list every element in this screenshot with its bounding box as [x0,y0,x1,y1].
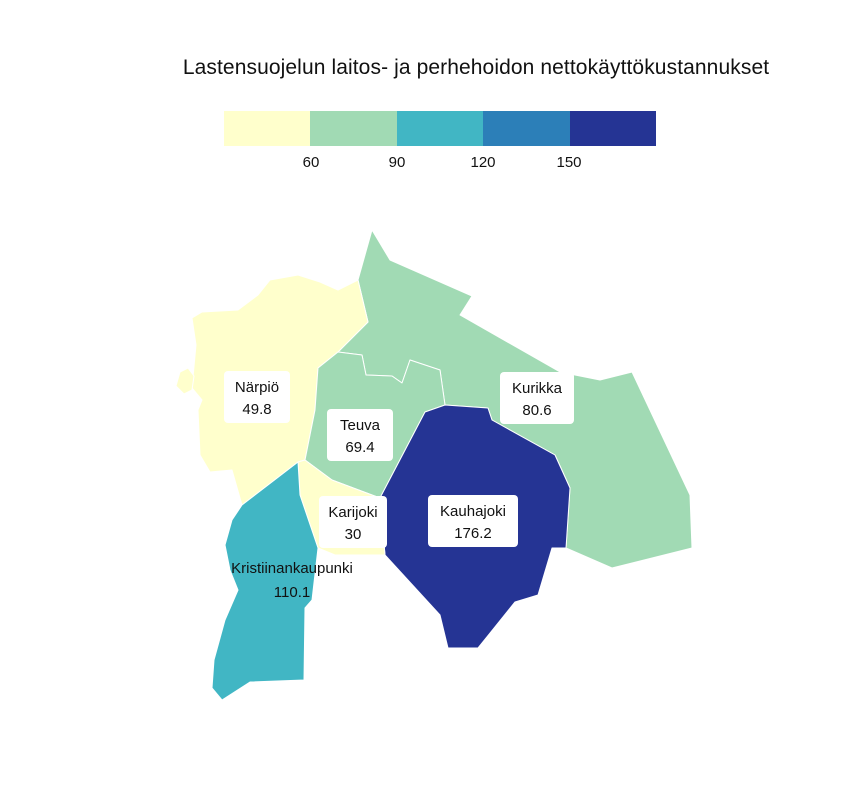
legend-swatch-2 [310,111,397,146]
label-narpio-value: 49.8 [242,401,271,418]
legend-tick-60: 60 [302,154,320,171]
label-kauhajoki-name: Kauhajoki [440,503,506,520]
label-teuva-value: 69.4 [345,439,374,456]
label-teuva: Teuva 69.4 [327,409,393,461]
region-narpio-island[interactable] [175,367,195,395]
label-kurikka-value: 80.6 [522,402,551,419]
region-kristiinankaupunki[interactable] [211,461,319,701]
legend-swatch-5 [569,111,657,146]
label-kauhajoki-value: 176.2 [454,525,492,542]
color-legend [224,111,657,146]
label-kurikka: Kurikka 80.6 [500,372,574,424]
legend-tick-90: 90 [388,154,406,171]
label-karijoki: Karijoki 30 [319,496,387,548]
label-teuva-name: Teuva [340,417,381,434]
label-kristiinankaupunki-name: Kristiinankaupunki [231,560,353,577]
map-title: Lastensuojelun laitos- ja perhehoidon ne… [182,56,770,79]
label-narpio-name: Närpiö [235,379,279,396]
label-kurikka-name: Kurikka [512,380,563,397]
label-karijoki-name: Karijoki [328,504,377,521]
legend-tick-120: 120 [470,154,496,171]
legend-swatch-3 [396,111,484,146]
label-kristiinankaupunki-value: 110.1 [274,584,310,601]
legend-swatch-4 [483,111,570,146]
label-kristiinankaupunki: Kristiinankaupunki 110.1 [231,560,353,601]
legend-swatch-1 [224,111,311,146]
label-karijoki-value: 30 [345,526,362,543]
label-narpio: Närpiö 49.8 [224,371,290,423]
label-kauhajoki: Kauhajoki 176.2 [428,495,518,547]
legend-tick-150: 150 [556,154,582,171]
